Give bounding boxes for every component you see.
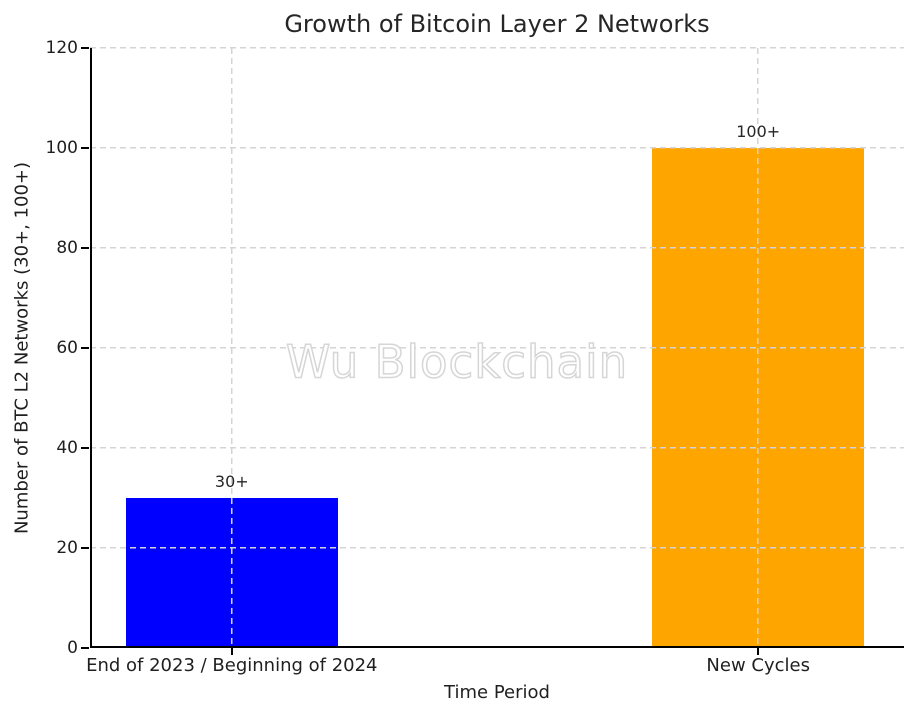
y-gridline	[90, 447, 904, 450]
y-axis-spine	[90, 48, 92, 648]
y-tick	[81, 347, 89, 349]
y-tick-label: 40	[56, 438, 78, 458]
y-gridline	[90, 347, 904, 350]
x-tick	[230, 648, 233, 655]
y-tick-label: 0	[67, 638, 78, 658]
y-tick	[81, 47, 89, 49]
y-tick-label: 100	[45, 138, 78, 158]
y-gridline	[90, 547, 904, 550]
y-tick	[81, 447, 89, 449]
y-tick-label: 120	[45, 38, 78, 58]
y-tick	[81, 147, 89, 149]
y-tick-label: 60	[56, 338, 78, 358]
x-tick-label: End of 2023 / Beginning of 2024	[86, 655, 378, 676]
x-tick-label: New Cycles	[706, 655, 810, 676]
x-gridline	[757, 48, 760, 648]
y-gridline	[90, 247, 904, 250]
x-gridline	[231, 48, 234, 648]
y-tick	[81, 547, 89, 549]
watermark: Wu Blockchain	[285, 335, 629, 390]
plot-area: 0 20 40 60 80 100 120 30+ End of 2023 / Beginnin…	[46, 38, 904, 676]
y-gridline	[90, 47, 904, 50]
x-axis-spine	[90, 646, 904, 648]
y-tick	[81, 647, 89, 649]
chart-title: Growth of Bitcoin Layer 2 Networks	[284, 10, 710, 38]
y-axis-label: Number of BTC L2 Networks (30+, 100+)	[11, 161, 33, 535]
bar-value-label: 100+	[736, 122, 781, 141]
x-tick	[757, 648, 760, 655]
y-tick	[81, 247, 89, 249]
y-gridline	[90, 147, 904, 150]
y-tick-label: 20	[56, 538, 78, 558]
x-axis-label: Time Period	[444, 682, 550, 703]
y-tick-label: 80	[56, 238, 78, 258]
bar-value-label: 30+	[214, 472, 249, 491]
